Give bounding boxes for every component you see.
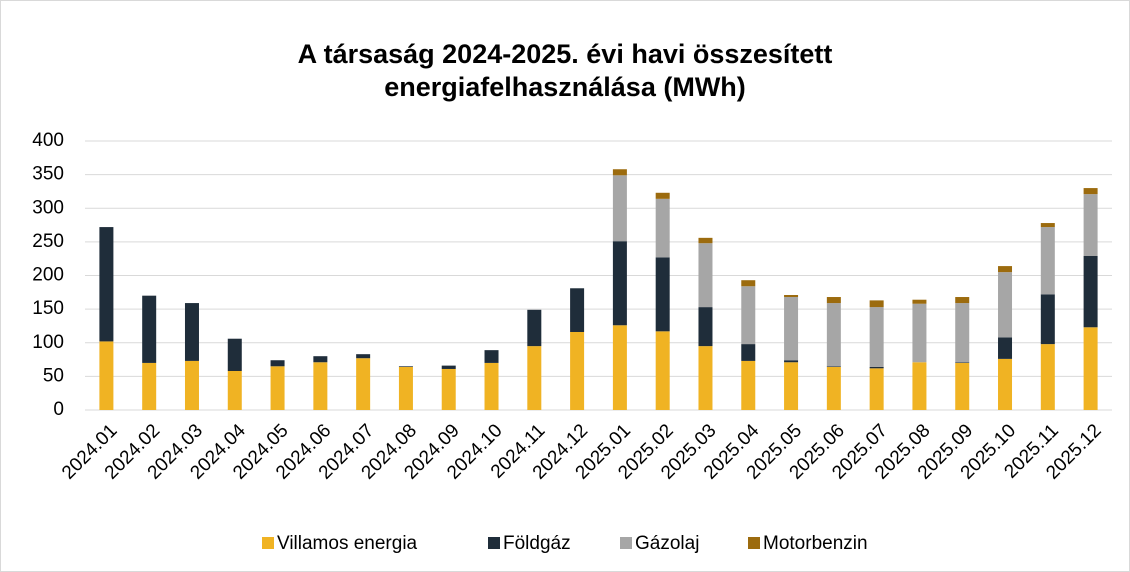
bar-segment	[184, 360, 199, 410]
bar-segment	[184, 303, 199, 361]
bar-segment	[655, 257, 670, 332]
bar-segment	[441, 365, 456, 369]
legend-label: Motorbenzin	[763, 533, 868, 554]
bar-segment	[612, 325, 627, 410]
bar-segment	[869, 366, 884, 369]
bar-segment	[784, 297, 799, 361]
legend-swatch	[748, 537, 760, 549]
bar-segment	[869, 300, 884, 308]
legend-swatch	[620, 537, 632, 549]
bar-segment	[998, 272, 1013, 338]
bar-segment	[912, 299, 927, 304]
bar-segment	[698, 346, 713, 410]
bar-segment	[356, 354, 371, 359]
y-tick-label: 300	[32, 197, 64, 218]
bar-segment	[313, 362, 328, 410]
bar-segment	[826, 366, 841, 367]
bar-segment	[484, 362, 499, 410]
bar-segment	[955, 362, 970, 363]
bar-segment	[655, 198, 670, 258]
bar-segment	[441, 368, 456, 410]
y-tick-label: 50	[43, 365, 64, 386]
y-tick-label: 150	[32, 298, 64, 319]
bar-segment	[741, 286, 756, 345]
y-tick-label: 200	[32, 265, 64, 286]
bar-segment	[741, 360, 756, 410]
bar-segment	[741, 344, 756, 361]
bar-segment	[99, 341, 114, 410]
legend-swatch	[262, 537, 274, 549]
bar-segment	[1040, 294, 1055, 345]
bar-segment	[612, 241, 627, 326]
bar-segment	[1040, 227, 1055, 295]
bar-segment	[1083, 327, 1098, 410]
bar-segment	[313, 356, 328, 363]
legend-label: Gázolaj	[635, 533, 699, 554]
bar-segment	[869, 368, 884, 410]
bar-segment	[826, 303, 841, 367]
bar-segment	[99, 227, 114, 342]
legend-swatch	[488, 537, 500, 549]
bar-segment	[869, 307, 884, 367]
bar-segment	[1083, 188, 1098, 195]
bar-segment	[784, 362, 799, 410]
bar-segment	[741, 280, 756, 287]
legend-label: Villamos energia	[277, 533, 418, 554]
bar-segment	[142, 295, 157, 363]
bar-segment	[570, 331, 585, 410]
bar-segment	[998, 266, 1013, 273]
bar-segment	[655, 331, 670, 410]
bar-segment	[998, 358, 1013, 410]
legend-label: Földgáz	[503, 533, 571, 554]
bar-segment	[270, 360, 285, 367]
bar-segment	[484, 350, 499, 363]
chart-title: A társaság 2024-2025. évi havi összesíte…	[297, 39, 833, 102]
y-tick-label: 400	[32, 130, 64, 151]
bar-segment	[1083, 194, 1098, 256]
bar-segment	[1083, 255, 1098, 328]
bar-segment	[270, 366, 285, 410]
bar-segment	[784, 360, 799, 363]
bar-segment	[1040, 344, 1055, 410]
y-tick-label: 250	[32, 231, 64, 252]
bar-segment	[698, 237, 713, 244]
bar-segment	[955, 297, 970, 304]
bar-segment	[655, 192, 670, 199]
y-tick-label: 350	[32, 164, 64, 185]
bar-segment	[784, 295, 799, 298]
bar-segment	[912, 362, 927, 410]
bar-segment	[698, 307, 713, 347]
bar-segment	[612, 169, 627, 176]
bar-segment	[955, 303, 970, 363]
y-tick-label: 100	[32, 332, 64, 353]
bar-segment	[912, 303, 927, 363]
bar-segment	[698, 243, 713, 308]
bar-segment	[356, 358, 371, 410]
bar-segment	[1040, 223, 1055, 228]
bar-segment	[527, 309, 542, 347]
y-tick-label: 0	[53, 399, 64, 420]
bar-segment	[142, 362, 157, 410]
bar-segment	[826, 366, 841, 410]
bar-segment	[227, 338, 242, 371]
bar-segment	[570, 288, 585, 332]
bar-segment	[227, 370, 242, 410]
bar-segment	[826, 297, 841, 304]
bar-segment	[612, 175, 627, 242]
bar-segment	[955, 362, 970, 410]
bar-segment	[398, 366, 413, 367]
bar-segment	[998, 337, 1013, 359]
bar-segment	[398, 366, 413, 410]
bar-segment	[527, 346, 542, 410]
